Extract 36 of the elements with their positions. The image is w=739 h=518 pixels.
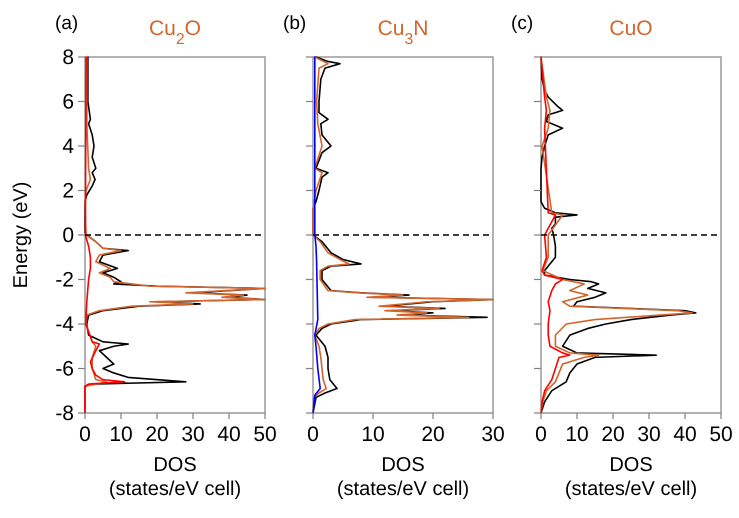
x-tick-label: 50	[253, 423, 277, 446]
x-tick-label: 0	[307, 423, 319, 446]
y-tick-label: -6	[55, 358, 74, 380]
y-tick-label: 0	[62, 224, 74, 247]
chart-title: CuO	[609, 17, 653, 40]
x-tick-label: 10	[109, 423, 133, 446]
x-tick-label: 0	[535, 423, 547, 446]
x-tick-label: 20	[145, 423, 169, 446]
y-tick-label: 2	[62, 180, 74, 202]
y-tick-label: -4	[55, 313, 74, 336]
y-tick-label: 8	[62, 46, 74, 69]
x-tick-label: 40	[217, 423, 241, 446]
x-tick-label: 30	[181, 423, 205, 446]
x-tick-label: 30	[481, 423, 505, 446]
x-tick-label: 30	[637, 423, 661, 446]
x-axis-title: DOS (states/eV cell)	[108, 454, 242, 500]
y-tick-label: -8	[55, 402, 74, 425]
text: (a)	[55, 13, 78, 34]
y-axis-title: Energy (eV)	[10, 182, 32, 288]
x-tick-label: 0	[79, 423, 91, 446]
x-tick-label: 10	[361, 423, 385, 446]
x-axis-title: DOS (states/eV cell)	[336, 454, 470, 500]
chart-title: Cu$_{2}$O	[149, 17, 201, 48]
text: (b)	[283, 13, 306, 34]
line-series	[84, 56, 126, 414]
chart-title: Cu$_{3}$N	[378, 17, 428, 48]
x-tick-label: 10	[565, 423, 589, 446]
x-tick-label: 20	[421, 423, 445, 446]
y-tick-label: -2	[55, 268, 74, 292]
y-tick-label: 6	[62, 90, 74, 114]
text: (c)	[511, 13, 534, 34]
x-tick-label: 20	[601, 423, 625, 446]
x-tick-label: 50	[709, 423, 733, 446]
y-tick-label: 4	[62, 135, 74, 158]
x-axis-title: DOS (states/eV cell)	[564, 454, 698, 500]
x-tick-label: 40	[673, 423, 697, 446]
